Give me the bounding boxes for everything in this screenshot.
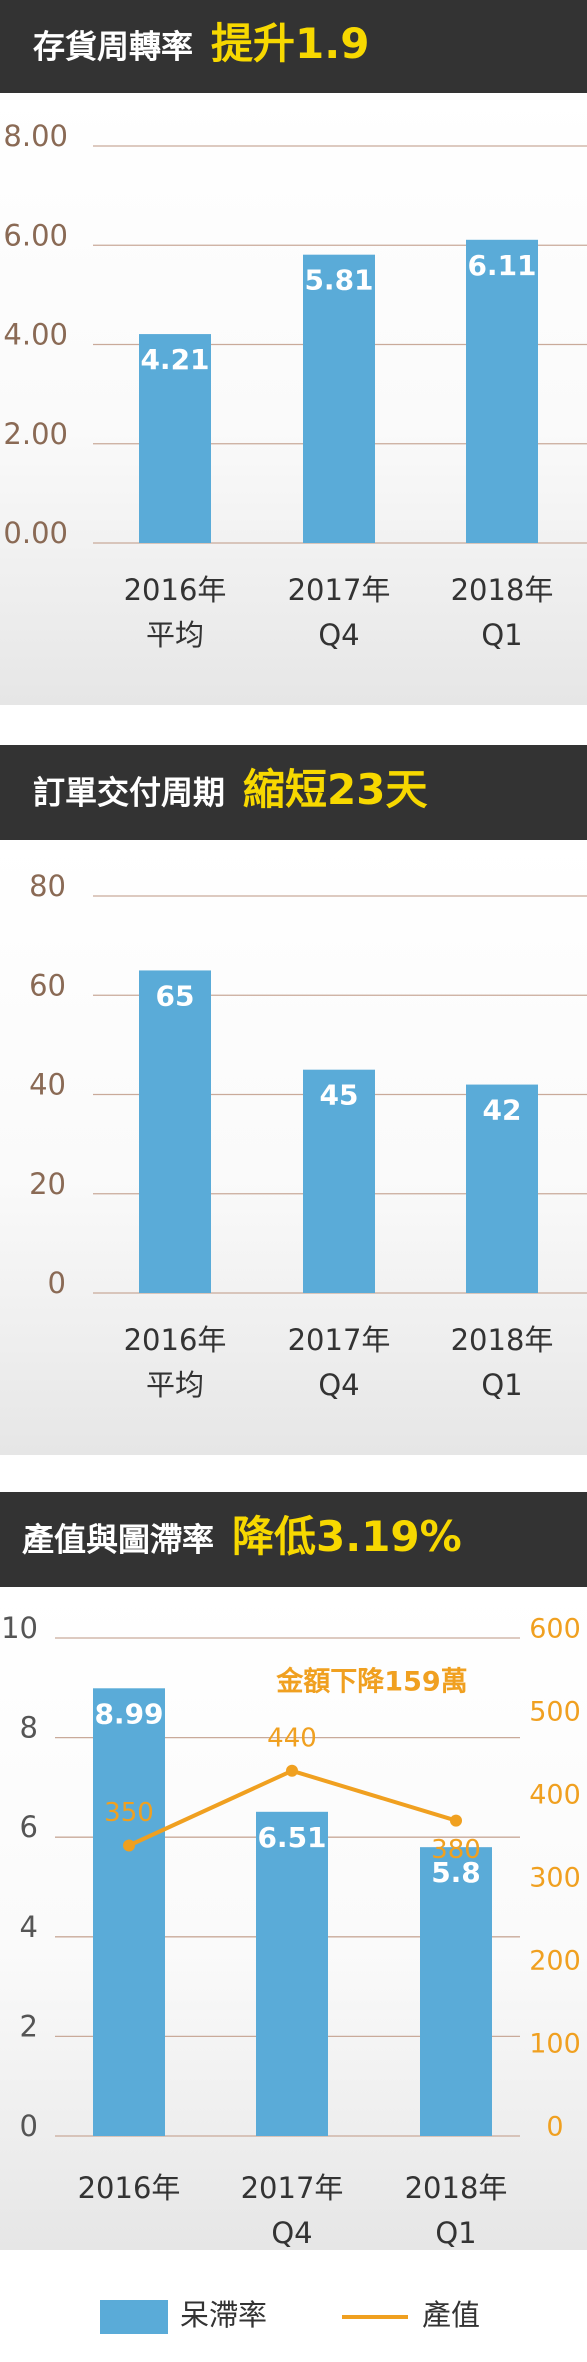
legend-swatch xyxy=(100,2300,168,2334)
annotation: 金額下降159萬 xyxy=(275,1666,467,1698)
y2-tick-label: 300 xyxy=(529,1863,581,1894)
header-highlight: 降低3.19% xyxy=(232,1512,462,1561)
header-bar xyxy=(0,1492,587,1587)
y-tick-label: 0.00 xyxy=(3,516,68,550)
y-tick-label: 2 xyxy=(20,2009,38,2043)
y-tick-label: 20 xyxy=(29,1167,66,1201)
bar-value-label: 6.51 xyxy=(257,1821,326,1854)
x-tick-label: 2017年 xyxy=(241,2171,344,2205)
bar xyxy=(139,334,211,543)
bar xyxy=(139,970,211,1293)
y-tick-label: 60 xyxy=(29,968,66,1002)
y2-tick-label: 600 xyxy=(529,1614,581,1645)
line-value-label: 350 xyxy=(104,1798,154,1828)
bar xyxy=(256,1811,328,2136)
line-point xyxy=(450,1814,462,1827)
y-tick-label: 4.00 xyxy=(3,318,68,352)
line-value-label: 380 xyxy=(431,1835,481,1865)
bar xyxy=(466,239,538,543)
x-tick-label: 平均 xyxy=(146,1368,204,1402)
bar-value-label: 45 xyxy=(320,1079,359,1112)
bar-value-label: 6.11 xyxy=(467,249,536,282)
x-tick-label: Q1 xyxy=(435,2216,476,2250)
x-tick-label: 2018年 xyxy=(405,2171,508,2205)
x-tick-label: 2018年 xyxy=(451,1323,554,1357)
bar-value-label: 8.99 xyxy=(94,1697,163,1730)
bar xyxy=(466,1084,538,1293)
x-tick-label: 2016年 xyxy=(124,1323,227,1357)
header-title: 存貨周轉率 xyxy=(33,28,193,66)
bar xyxy=(420,1847,492,2136)
x-tick-label: 2018年 xyxy=(451,573,554,607)
y2-tick-label: 200 xyxy=(529,1946,581,1977)
x-tick-label: Q4 xyxy=(271,2216,312,2250)
header-highlight: 縮短23天 xyxy=(243,765,427,814)
line-value-label: 440 xyxy=(267,1723,317,1753)
y2-tick-label: 0 xyxy=(546,2112,563,2143)
x-tick-label: 2016年 xyxy=(124,573,227,607)
header-bar xyxy=(0,745,587,840)
y-tick-label: 6.00 xyxy=(3,218,68,252)
y2-tick-label: 100 xyxy=(529,2029,581,2060)
y-tick-label: 2.00 xyxy=(3,417,68,451)
bar-value-label: 5.81 xyxy=(304,264,373,297)
header-bar xyxy=(0,0,587,93)
y-tick-label: 4 xyxy=(20,1910,38,1944)
bar xyxy=(303,1069,375,1293)
bar-value-label: 65 xyxy=(156,979,195,1012)
y-tick-label: 8.00 xyxy=(3,119,68,153)
header-highlight: 提升1.9 xyxy=(211,19,369,68)
bar-value-label: 5.8 xyxy=(431,1856,481,1889)
x-tick-label: 2017年 xyxy=(288,573,391,607)
y-tick-label: 0 xyxy=(20,2109,38,2143)
legend-label: 產值 xyxy=(422,2298,480,2332)
line-point xyxy=(123,1839,135,1852)
x-tick-label: 2017年 xyxy=(288,1323,391,1357)
header-title: 訂單交付周期 xyxy=(33,774,225,812)
x-tick-label: Q1 xyxy=(481,618,522,652)
bar-value-label: 4.21 xyxy=(140,343,209,376)
y-tick-label: 6 xyxy=(20,1810,38,1844)
x-tick-label: Q1 xyxy=(481,1368,522,1402)
y2-tick-label: 500 xyxy=(529,1697,581,1728)
bar xyxy=(303,254,375,543)
y-tick-label: 8 xyxy=(20,1711,38,1745)
y-tick-label: 80 xyxy=(29,869,66,903)
y-tick-label: 0 xyxy=(48,1266,66,1300)
x-tick-label: Q4 xyxy=(318,618,359,652)
x-tick-label: 平均 xyxy=(146,618,204,652)
bar xyxy=(93,1688,165,2136)
x-tick-label: 2016年 xyxy=(78,2171,181,2205)
line-point xyxy=(286,1764,298,1777)
legend-label: 呆滯率 xyxy=(180,2298,267,2332)
x-tick-label: Q4 xyxy=(318,1368,359,1402)
y-tick-label: 40 xyxy=(29,1068,66,1102)
header-title: 產值與圖滯率 xyxy=(22,1521,214,1559)
y2-tick-label: 400 xyxy=(529,1780,581,1811)
bar-value-label: 42 xyxy=(483,1094,522,1127)
y-tick-label: 10 xyxy=(1,1611,38,1645)
